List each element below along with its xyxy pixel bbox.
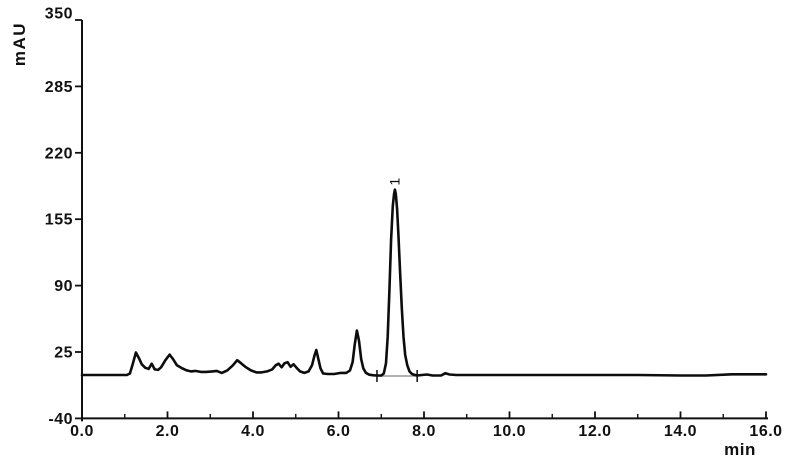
y-tick-label: 220 bbox=[45, 145, 73, 162]
x-tick-label: 0.0 bbox=[70, 423, 94, 440]
x-tick-label: 4.0 bbox=[241, 423, 265, 440]
y-tick-label: -40 bbox=[48, 411, 73, 428]
y-tick-label: 155 bbox=[45, 212, 73, 229]
x-tick-label: 16.0 bbox=[749, 423, 782, 440]
x-tick-label: 2.0 bbox=[156, 423, 180, 440]
peak-label: 1 bbox=[386, 178, 402, 186]
x-tick-label: 6.0 bbox=[327, 423, 351, 440]
x-tick-label: 14.0 bbox=[664, 423, 697, 440]
x-tick-label: 8.0 bbox=[412, 423, 436, 440]
signal-trace bbox=[80, 188, 768, 377]
y-tick-label: 350 bbox=[45, 6, 73, 23]
x-axis-title: min bbox=[724, 440, 756, 459]
y-tick-label: 285 bbox=[45, 79, 73, 96]
x-tick-label: 10.0 bbox=[493, 423, 526, 440]
x-tick-label: 12.0 bbox=[578, 423, 611, 440]
y-tick-label: 25 bbox=[54, 345, 73, 362]
y-tick-label: 90 bbox=[54, 278, 73, 295]
